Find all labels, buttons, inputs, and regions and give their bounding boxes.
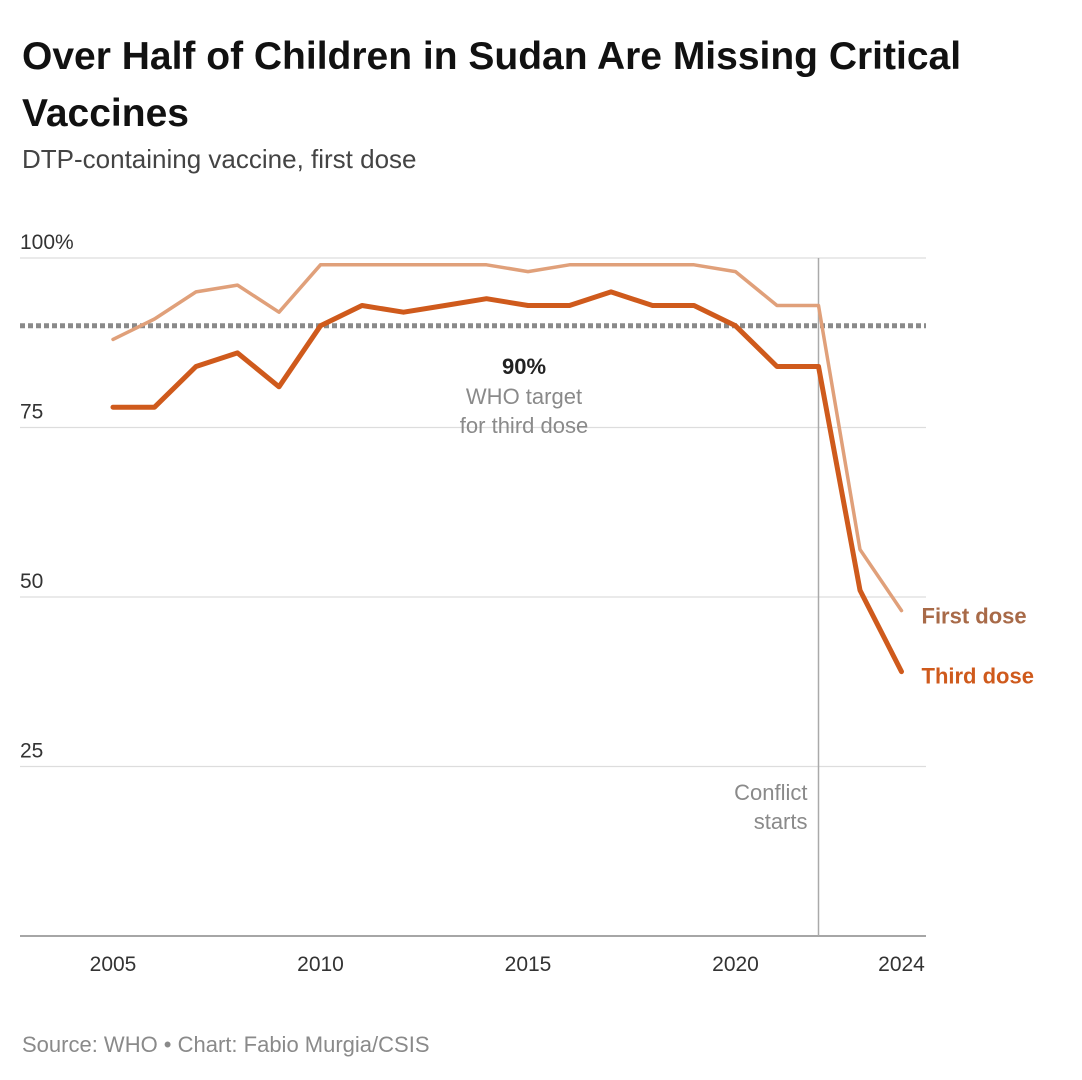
series-label-third-dose: Third dose [922, 664, 1034, 689]
y-tick-label: 50 [20, 570, 43, 593]
chart-title: Over Half of Children in Sudan Are Missi… [22, 35, 962, 135]
series-layer [110, 263, 904, 675]
x-tick-label: 2015 [505, 953, 552, 976]
grid-layer: 25 50 75 100% 2005 2010 2015 2020 2024 [20, 231, 926, 976]
y-tick-label: 25 [20, 740, 43, 763]
conflict-annotation-line: starts [754, 809, 808, 834]
reference-layer: 90% WHO target for third dose [20, 323, 926, 438]
chart-subtitle: DTP-containing vaccine, first dose [22, 144, 417, 174]
conflict-annotation: Conflict starts [734, 780, 807, 834]
who-target-label: WHO target [466, 384, 582, 409]
x-tick-label: 2010 [297, 953, 344, 976]
series-label-first-dose: First dose [922, 604, 1027, 629]
source-note: Source: WHO • Chart: Fabio Murgia/CSIS [22, 1032, 430, 1057]
who-target-value: 90% [502, 354, 546, 379]
series-line-first-dose [111, 263, 904, 613]
x-tick-label: 2020 [712, 953, 759, 976]
event-layer: Conflict starts [734, 258, 820, 936]
series-line-third-dose [110, 289, 904, 675]
x-tick-label: 2005 [90, 953, 137, 976]
who-target-label: for third dose [460, 413, 588, 438]
y-tick-label: 75 [20, 401, 43, 424]
conflict-annotation-line: Conflict [734, 780, 807, 805]
y-tick-label: 100% [20, 231, 74, 254]
x-tick-label: 2024 [878, 953, 925, 976]
label-layer: First dose Third dose [922, 604, 1034, 689]
